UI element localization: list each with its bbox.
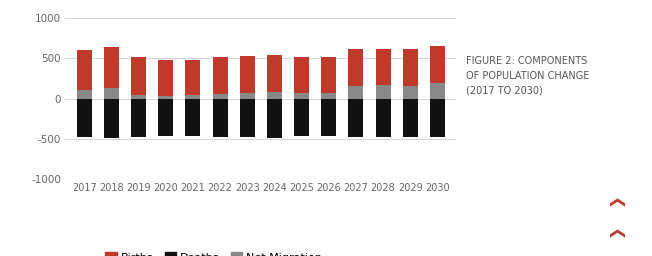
Bar bbox=[185, 60, 200, 95]
Bar bbox=[240, 56, 255, 93]
Bar bbox=[267, 55, 282, 92]
Bar bbox=[376, 85, 391, 99]
Bar bbox=[104, 47, 119, 88]
Bar bbox=[348, 86, 363, 99]
Bar bbox=[321, 99, 336, 136]
Bar bbox=[240, 93, 255, 99]
Text: ❯: ❯ bbox=[608, 193, 624, 206]
Bar bbox=[430, 99, 445, 137]
Bar bbox=[104, 88, 119, 99]
Bar bbox=[348, 99, 363, 137]
Bar bbox=[376, 49, 391, 85]
Bar bbox=[213, 57, 228, 94]
Bar bbox=[348, 49, 363, 86]
Bar bbox=[403, 86, 418, 99]
Bar bbox=[77, 99, 92, 137]
Bar bbox=[158, 99, 173, 136]
Bar bbox=[430, 83, 445, 99]
Bar bbox=[158, 96, 173, 99]
Bar bbox=[403, 49, 418, 86]
Bar bbox=[131, 57, 146, 94]
Text: FIGURE 2: COMPONENTS
OF POPULATION CHANGE
(2017 TO 2030): FIGURE 2: COMPONENTS OF POPULATION CHANG… bbox=[466, 56, 589, 96]
Bar bbox=[213, 99, 228, 137]
Bar bbox=[104, 99, 119, 138]
Bar bbox=[131, 99, 146, 137]
Bar bbox=[185, 95, 200, 99]
Bar bbox=[294, 57, 309, 92]
Bar bbox=[430, 46, 445, 83]
Bar bbox=[213, 94, 228, 99]
Bar bbox=[376, 99, 391, 137]
Bar bbox=[77, 50, 92, 90]
Bar bbox=[294, 92, 309, 99]
Bar bbox=[403, 99, 418, 137]
Bar bbox=[240, 99, 255, 137]
Bar bbox=[321, 93, 336, 99]
Bar bbox=[267, 99, 282, 138]
Text: ❯: ❯ bbox=[608, 224, 624, 237]
Bar bbox=[321, 57, 336, 93]
Bar bbox=[158, 60, 173, 96]
Bar bbox=[267, 92, 282, 99]
Bar bbox=[294, 99, 309, 136]
Bar bbox=[77, 90, 92, 99]
Legend: Births, Deaths, Net Migration: Births, Deaths, Net Migration bbox=[101, 248, 327, 256]
Bar bbox=[131, 94, 146, 99]
Bar bbox=[185, 99, 200, 136]
